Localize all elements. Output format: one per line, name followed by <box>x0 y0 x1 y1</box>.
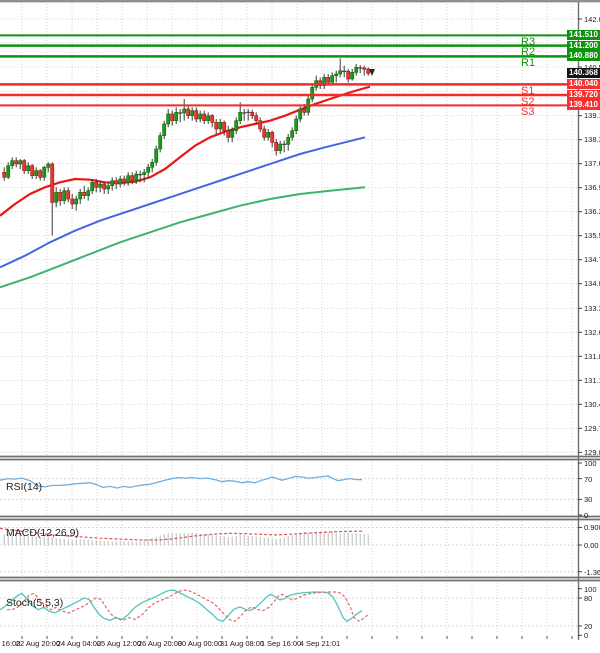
bull-candle <box>310 87 315 100</box>
bear-candle <box>70 198 75 205</box>
bear-candle <box>254 115 259 121</box>
bear-candle <box>258 120 263 130</box>
bear-candle <box>270 132 275 143</box>
bear-candle <box>250 112 255 116</box>
bull-candle <box>234 120 239 131</box>
bull-candle <box>182 108 187 114</box>
bull-candle <box>78 192 83 200</box>
main-price-panel[interactable] <box>0 3 578 457</box>
bull-candle <box>18 160 23 165</box>
bear-candle <box>210 115 215 123</box>
bull-candle <box>42 167 47 178</box>
window-top-edge <box>0 0 600 3</box>
bull-candle <box>322 77 327 86</box>
bull-candle <box>290 130 295 138</box>
stoch-panel[interactable] <box>0 582 578 636</box>
bull-candle <box>54 192 59 203</box>
macd-signal-line <box>0 527 363 541</box>
bull-candle <box>10 160 15 166</box>
bull-candle <box>106 185 111 190</box>
ma-mid-line <box>0 136 366 269</box>
bull-candle <box>198 113 203 120</box>
bull-candle <box>330 75 335 83</box>
bear-candle <box>2 172 7 178</box>
bull-candle <box>162 123 167 136</box>
bear-candle <box>202 113 207 121</box>
bear-candle <box>22 160 27 171</box>
ma-slow-line <box>0 186 366 289</box>
bear-candle <box>170 113 175 121</box>
current-price-marker-icon <box>369 69 375 76</box>
bear-candle <box>186 108 191 116</box>
bear-candle <box>262 128 267 138</box>
bull-candle <box>334 73 339 76</box>
bull-candle <box>6 165 11 178</box>
bear-candle <box>94 182 99 188</box>
bull-candle <box>230 130 235 138</box>
bull-candle <box>166 113 171 125</box>
bull-candle <box>110 180 115 186</box>
bear-candle <box>30 165 35 176</box>
bull-candle <box>146 167 151 173</box>
bull-candle <box>154 148 159 163</box>
bear-candle <box>38 170 43 178</box>
bear-candle <box>226 130 231 138</box>
bull-candle <box>74 198 79 205</box>
bull-candle <box>350 72 355 80</box>
bear-candle <box>362 67 367 70</box>
bull-candle <box>142 172 147 175</box>
rsi-line <box>0 475 362 489</box>
stoch-k-line <box>0 589 363 622</box>
bull-candle <box>118 178 123 185</box>
bull-candle <box>354 67 359 73</box>
bull-candle <box>62 190 67 201</box>
bull-candle <box>158 135 163 150</box>
bear-candle <box>14 160 19 165</box>
bear-candle <box>214 122 219 130</box>
bull-candle <box>134 173 139 181</box>
bull-candle <box>98 183 103 188</box>
bear-candle <box>274 142 279 151</box>
bull-candle <box>174 112 179 121</box>
bear-candle <box>194 110 199 120</box>
bear-candle <box>58 192 63 201</box>
bear-candle <box>114 180 119 185</box>
bull-candle <box>206 115 211 121</box>
bear-candle <box>366 68 371 74</box>
bull-candle <box>238 112 243 121</box>
bear-candle <box>122 178 127 183</box>
bull-candle <box>86 190 91 196</box>
bear-candle <box>130 175 135 181</box>
bull-candle <box>34 170 39 176</box>
bull-candle <box>286 137 291 145</box>
bear-candle <box>82 192 87 196</box>
bull-candle <box>90 182 95 191</box>
bull-candle <box>218 122 223 130</box>
rsi-panel[interactable] <box>0 461 578 516</box>
bull-candle <box>266 132 271 138</box>
bear-candle <box>326 77 331 83</box>
bull-candle <box>190 110 195 116</box>
bear-candle <box>302 108 307 113</box>
bear-candle <box>102 183 107 190</box>
bull-candle <box>294 118 299 131</box>
bull-candle <box>150 162 155 168</box>
macd-panel[interactable] <box>0 521 578 577</box>
bull-candle <box>46 163 51 168</box>
bull-candle <box>338 70 343 75</box>
bull-candle <box>126 175 131 183</box>
bear-candle <box>50 163 55 203</box>
bear-candle <box>222 122 227 131</box>
bull-candle <box>298 108 303 120</box>
bull-candle <box>278 143 283 151</box>
bear-candle <box>346 71 351 80</box>
bull-candle <box>26 165 31 171</box>
bear-candle <box>66 190 71 200</box>
